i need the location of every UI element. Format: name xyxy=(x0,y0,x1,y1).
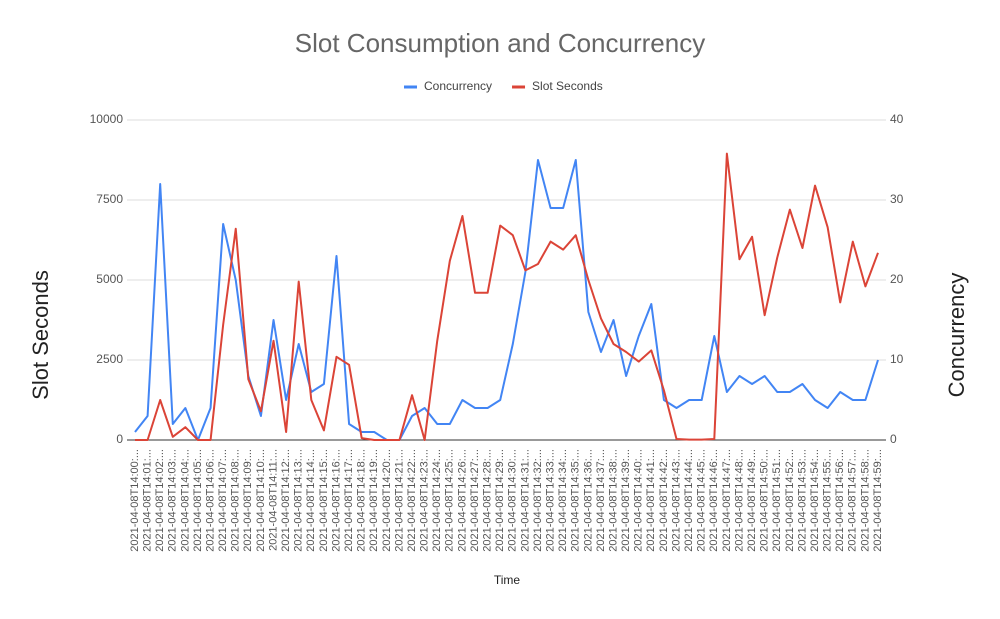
x-tick-label: 2021-04-08T14:55:... xyxy=(822,449,834,552)
x-tick-label: 2021-04-08T14:47:... xyxy=(721,449,733,552)
x-tick-label: 2021-04-08T14:45:... xyxy=(696,449,708,552)
x-tick-label: 2021-04-08T14:12:... xyxy=(280,449,292,552)
y-tick-label: 10000 xyxy=(90,112,124,126)
x-tick-label: 2021-04-08T14:27:... xyxy=(469,449,481,552)
x-tick-label: 2021-04-08T14:39:... xyxy=(620,449,632,552)
x-tick-label: 2021-04-08T14:03:... xyxy=(167,449,179,552)
x-tick-label: 2021-04-08T14:02:... xyxy=(154,449,166,552)
x-tick-label: 2021-04-08T14:20:... xyxy=(381,449,393,552)
series-line xyxy=(134,159,879,441)
x-tick-label: 2021-04-08T14:13:... xyxy=(293,449,305,552)
x-tick-label: 2021-04-08T14:41:... xyxy=(645,449,657,552)
x-tick-label: 2021-04-08T14:35:... xyxy=(570,449,582,552)
x-tick-label: 2021-04-08T14:34:... xyxy=(557,449,569,552)
y2-tick-label: 20 xyxy=(890,272,904,286)
x-tick-label: 2021-04-08T14:26:... xyxy=(456,449,468,552)
x-tick-label: 2021-04-08T14:48:... xyxy=(733,449,745,552)
x-tick-label: 2021-04-08T14:51:... xyxy=(771,449,783,552)
x-tick-label: 2021-04-08T14:40:... xyxy=(633,449,645,552)
x-tick-label: 2021-04-08T14:07:... xyxy=(217,449,229,552)
x-tick-label: 2021-04-08T14:33:... xyxy=(544,449,556,552)
x-tick-label: 2021-04-08T14:28:... xyxy=(482,449,494,552)
y2-tick-label: 10 xyxy=(890,352,904,366)
y2-tick-label: 40 xyxy=(890,112,904,126)
y-axis-title: Slot Seconds xyxy=(28,270,53,400)
y-tick-label: 0 xyxy=(116,432,123,446)
x-tick-label: 2021-04-08T14:06:... xyxy=(204,449,216,552)
y-tick-label: 7500 xyxy=(96,192,123,206)
x-tick-label: 2021-04-08T14:46:... xyxy=(708,449,720,552)
x-tick-label: 2021-04-08T14:54:... xyxy=(809,449,821,552)
y2-tick-label: 0 xyxy=(890,432,897,446)
x-tick-label: 2021-04-08T14:58:... xyxy=(859,449,871,552)
legend-label: Slot Seconds xyxy=(532,79,603,93)
x-tick-label: 2021-04-08T14:30:... xyxy=(507,449,519,552)
x-tick-label: 2021-04-08T14:56:... xyxy=(834,449,846,552)
x-tick-label: 2021-04-08T14:00:... xyxy=(129,449,141,552)
x-tick-label: 2021-04-08T14:29:... xyxy=(494,449,506,552)
x-tick-label: 2021-04-08T14:42:... xyxy=(658,449,670,552)
x-tick-label: 2021-04-08T14:23:... xyxy=(419,449,431,552)
x-tick-label: 2021-04-08T14:10:... xyxy=(255,449,267,552)
x-tick-label: 2021-04-08T14:22:... xyxy=(406,449,418,552)
x-tick-label: 2021-04-08T14:25:... xyxy=(444,449,456,552)
x-tick-label: 2021-04-08T14:38:... xyxy=(607,449,619,552)
x-tick-label: 2021-04-08T14:31:... xyxy=(519,449,531,552)
y-tick-label: 5000 xyxy=(96,272,123,286)
x-tick-label: 2021-04-08T14:01:... xyxy=(141,449,153,552)
x-tick-label: 2021-04-08T14:32:... xyxy=(532,449,544,552)
x-tick-label: 2021-04-08T14:50:... xyxy=(759,449,771,552)
x-tick-label: 2021-04-08T14:16:... xyxy=(330,449,342,552)
x-tick-label: 2021-04-08T14:14:... xyxy=(305,449,317,552)
x-tick-label: 2021-04-08T14:43:... xyxy=(670,449,682,552)
x-tick-label: 2021-04-08T14:37:... xyxy=(595,449,607,552)
x-axis-title: Time xyxy=(494,573,521,587)
series-line xyxy=(135,152,879,441)
x-tick-label: 2021-04-08T14:36:... xyxy=(582,449,594,552)
y2-axis-title: Concurrency xyxy=(944,273,969,398)
x-tick-label: 2021-04-08T14:05:... xyxy=(192,449,204,552)
x-tick-label: 2021-04-08T14:44:... xyxy=(683,449,695,552)
x-tick-label: 2021-04-08T14:15:... xyxy=(318,449,330,552)
x-tick-label: 2021-04-08T14:21:... xyxy=(393,449,405,552)
x-tick-label: 2021-04-08T14:49:... xyxy=(746,449,758,552)
x-tick-label: 2021-04-08T14:08:... xyxy=(230,449,242,552)
x-tick-label: 2021-04-08T14:04:... xyxy=(179,449,191,552)
x-tick-label: 2021-04-08T14:53:... xyxy=(796,449,808,552)
x-tick-label: 2021-04-08T14:59:... xyxy=(872,449,884,552)
x-tick-label: 2021-04-08T14:57:... xyxy=(847,449,859,552)
y-tick-label: 2500 xyxy=(96,352,123,366)
x-tick-label: 2021-04-08T14:52:... xyxy=(784,449,796,552)
x-tick-label: 2021-04-08T14:19:... xyxy=(368,449,380,552)
x-tick-label: 2021-04-08T14:17:... xyxy=(343,449,355,552)
x-tick-label: 2021-04-08T14:24:... xyxy=(431,449,443,552)
x-tick-label: 2021-04-08T14:09:... xyxy=(242,449,254,552)
x-tick-label: 2021-04-08T14:18:... xyxy=(356,449,368,552)
y2-tick-label: 30 xyxy=(890,192,904,206)
chart-title: Slot Consumption and Concurrency xyxy=(295,28,705,58)
x-tick-label: 2021-04-08T14:11:... xyxy=(267,449,279,551)
legend-label: Concurrency xyxy=(424,79,492,93)
